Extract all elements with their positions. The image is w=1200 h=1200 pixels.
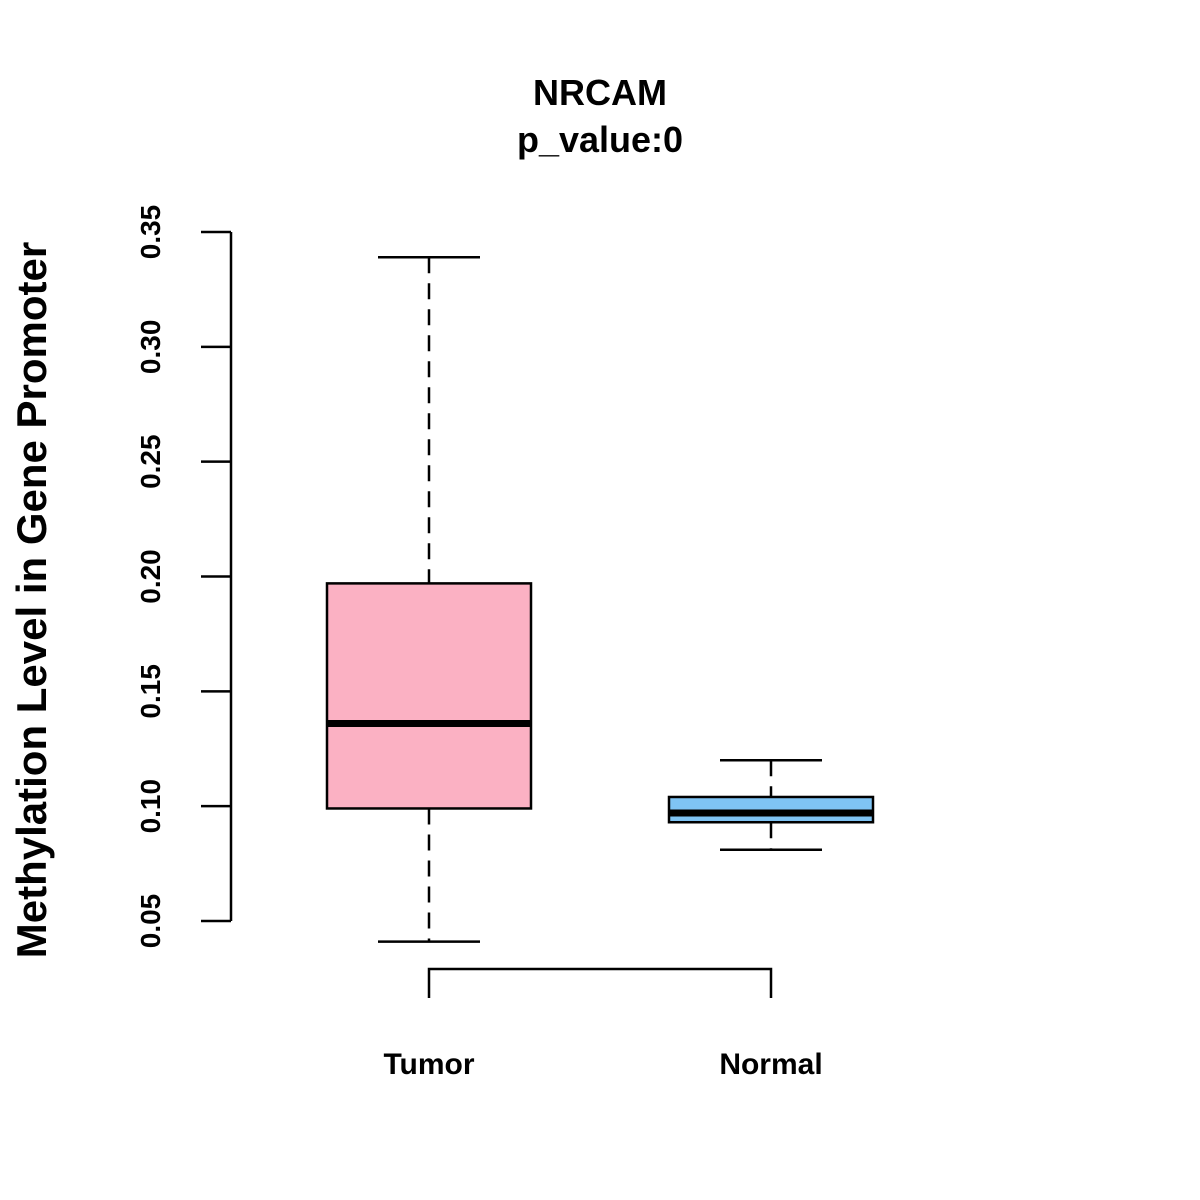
- chart-title: NRCAM: [533, 72, 667, 113]
- y-tick-label-4: 0.25: [135, 434, 166, 489]
- y-tick-label-3: 0.20: [135, 549, 166, 604]
- box-tumor: [325, 256, 533, 943]
- y-axis: 0.05 0.10 0.15 0.20 0.25 0.30 0.35: [135, 205, 233, 949]
- y-tick-label-6: 0.35: [135, 205, 166, 260]
- y-tick-label-2: 0.15: [135, 664, 166, 719]
- category-label-tumor: Tumor: [383, 1048, 474, 1081]
- y-axis-label: Methylation Level in Gene Promoter: [8, 242, 55, 958]
- y-tick-label-0: 0.05: [135, 894, 166, 949]
- category-labels: Tumor Normal: [383, 1048, 822, 1081]
- iqr-box-tumor: [325, 582, 533, 810]
- y-tick-label-5: 0.30: [135, 320, 166, 375]
- boxes: [325, 256, 875, 943]
- bracket-line: [427, 967, 773, 998]
- comparison-bracket: [427, 967, 773, 998]
- box-normal: [667, 758, 875, 852]
- y-tick-label-1: 0.10: [135, 779, 166, 834]
- category-label-normal: Normal: [719, 1048, 822, 1081]
- chart-subtitle: p_value:0: [517, 119, 683, 160]
